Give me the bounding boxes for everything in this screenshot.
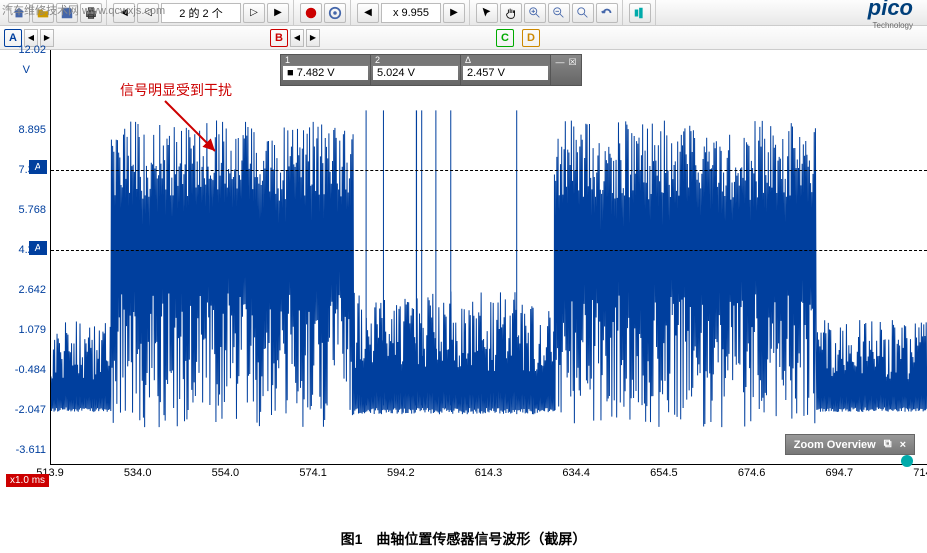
logo-subtitle: Technology: [868, 21, 913, 30]
measure-col3-header: Δ: [461, 55, 550, 65]
x-tick-label: 614.3: [475, 467, 503, 479]
x-tick-label: 714.8: [913, 467, 927, 479]
channel-c[interactable]: C: [496, 29, 514, 47]
y-axis: V 12.028.8957.3325.7684.2052.6421.079-0.…: [0, 50, 50, 465]
pointer-tool-button[interactable]: [476, 3, 498, 23]
channel-bar: A ◀ ▶ B ◀ ▶ C D: [0, 26, 927, 50]
y-tick-label: 8.895: [0, 124, 46, 136]
x-unit-badge: x1.0 ms: [6, 474, 49, 487]
channel-c-label: C: [496, 29, 514, 47]
buffer-next-button[interactable]: ▷: [243, 3, 265, 23]
measure-col3-value: 2.457 V: [463, 66, 548, 80]
trigger-button[interactable]: [324, 3, 346, 23]
x-tick-label: 594.2: [387, 467, 415, 479]
close-icon[interactable]: ☒: [568, 57, 576, 68]
measure-col1-value: ■ 7.482 V: [283, 66, 368, 80]
measure-col2-value: 5.024 V: [373, 66, 458, 80]
y-axis-unit: V: [23, 64, 30, 76]
zoom-fit-button[interactable]: [572, 3, 594, 23]
channel-marker[interactable]: A: [29, 241, 47, 255]
channel-marker[interactable]: A: [29, 160, 47, 174]
figure-caption: 图1 曲轴位置传感器信号波形（截屏）: [0, 529, 927, 549]
buffer-input[interactable]: [161, 3, 241, 23]
y-tick-label: 12.02: [0, 44, 46, 56]
stop-button[interactable]: [300, 3, 322, 23]
channel-b-label: B: [270, 29, 288, 47]
x-tick-label: 634.4: [562, 467, 590, 479]
channel-d-label: D: [522, 29, 540, 47]
zoom-out-button[interactable]: [548, 3, 570, 23]
measure-col2-header: 2: [371, 55, 460, 65]
channel-b-right[interactable]: ▶: [306, 29, 320, 47]
x-axis: 513.9534.0554.0574.1594.2614.3634.4654.5…: [50, 467, 927, 487]
hand-tool-button[interactable]: [500, 3, 522, 23]
zoom-restore-icon[interactable]: ⧉: [884, 438, 892, 451]
ruler-line[interactable]: [51, 250, 927, 251]
zoom-in-button[interactable]: [524, 3, 546, 23]
measure-panel-controls[interactable]: —☒: [551, 55, 581, 85]
channel-b-left[interactable]: ◀: [290, 29, 304, 47]
y-tick-label: -0.484: [0, 364, 46, 376]
zoom-close-icon[interactable]: ×: [900, 439, 906, 451]
channel-d[interactable]: D: [522, 29, 540, 47]
annotation-arrow: [160, 96, 240, 176]
x-tick-label: 534.0: [124, 467, 152, 479]
plot-area: V 12.028.8957.3325.7684.2052.6421.079-0.…: [0, 50, 927, 495]
x-tick-label: 554.0: [212, 467, 240, 479]
trigger-marker[interactable]: [901, 455, 913, 467]
settings-button[interactable]: [629, 3, 651, 23]
minimize-icon[interactable]: —: [555, 57, 564, 67]
x-tick-label: 654.5: [650, 467, 678, 479]
watermark: 汽车维修技术网 www.qcwxjs.com: [2, 2, 165, 18]
measure-col1-header: 1: [281, 55, 370, 65]
y-tick-label: -2.047: [0, 404, 46, 416]
zoom-next-button[interactable]: ▶: [443, 3, 465, 23]
undo-button[interactable]: [596, 3, 618, 23]
y-tick-label: 1.079: [0, 324, 46, 336]
buffer-last-button[interactable]: ▶: [267, 3, 289, 23]
y-tick-label: -3.611: [0, 444, 46, 456]
y-tick-label: 2.642: [0, 284, 46, 296]
y-tick-label: 5.768: [0, 204, 46, 216]
zoom-prev-button[interactable]: ◀: [357, 3, 379, 23]
logo: pico Technology: [858, 0, 923, 30]
zoom-input[interactable]: [381, 3, 441, 23]
measurement-panel[interactable]: 1■ 7.482 V 25.024 V Δ2.457 V —☒: [280, 54, 582, 86]
zoom-overview-label: Zoom Overview: [794, 439, 876, 451]
channel-b[interactable]: B ◀ ▶: [270, 29, 320, 47]
logo-text: pico: [868, 0, 913, 21]
x-tick-label: 574.1: [299, 467, 327, 479]
x-tick-label: 674.6: [738, 467, 766, 479]
x-tick-label: 694.7: [826, 467, 854, 479]
zoom-overview-panel[interactable]: Zoom Overview ⧉ ×: [785, 434, 915, 455]
